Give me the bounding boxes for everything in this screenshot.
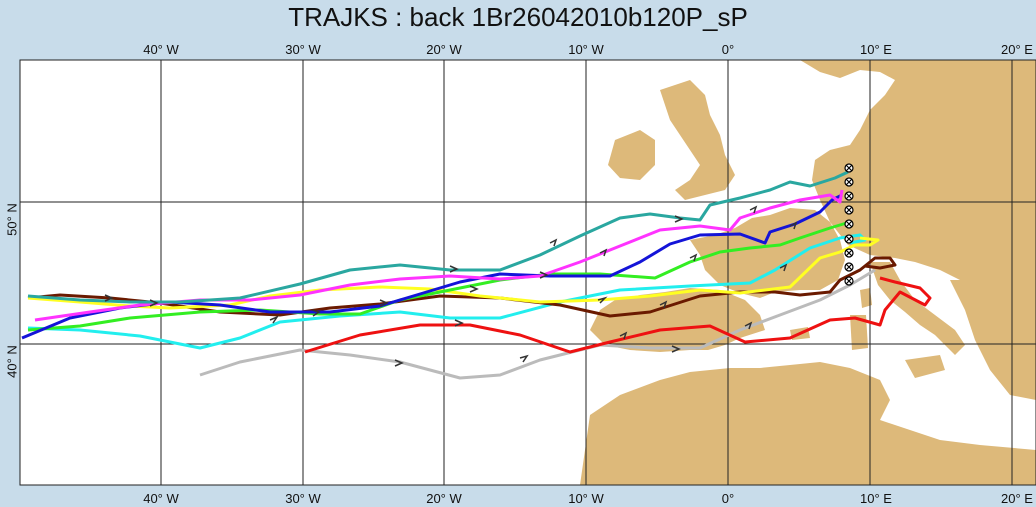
map-frame [19, 59, 1036, 486]
lon-label-bottom: 20° E [1001, 491, 1033, 506]
land-masses [580, 60, 1036, 485]
lon-label-top: 40° W [143, 42, 179, 57]
lon-label-top: 20° W [426, 42, 462, 57]
corsica [860, 288, 872, 308]
direction-arrows [104, 205, 798, 367]
start-point-marker [844, 177, 854, 187]
start-point-marker [844, 262, 854, 272]
lat-label: 40° N [4, 345, 20, 378]
map-title: TRAJKS : back 1Br26042010b120P_sP [288, 2, 748, 32]
ireland [608, 130, 655, 180]
italy [870, 262, 965, 355]
lon-label-top: 10° E [860, 42, 892, 57]
start-point-marker [844, 163, 854, 173]
lon-label-bottom: 20° W [426, 491, 462, 506]
trajectories [21, 170, 932, 380]
trajectory-blue [21, 193, 843, 340]
graticule [20, 60, 1036, 485]
trajectory-teal [27, 170, 849, 304]
lat-label: 50° N [4, 203, 20, 236]
lon-label-top: 20° E [1001, 42, 1033, 57]
lon-label-bottom: 0° [721, 491, 735, 506]
great-britain [660, 80, 735, 200]
lon-label-top: 10° W [568, 42, 604, 57]
balkans [950, 280, 1036, 400]
trajectory-yellow [27, 236, 880, 310]
start-point-marker [844, 248, 854, 258]
start-point-marker [844, 276, 854, 286]
north-africa [580, 362, 1036, 485]
start-point-marker [844, 205, 854, 215]
sicily [905, 355, 945, 378]
lon-label-bottom: 30° W [285, 491, 321, 506]
lon-label-top: 0° [721, 42, 735, 57]
central-europe [800, 60, 1036, 290]
trajectory-red [304, 276, 932, 354]
lon-label-top: 30° W [285, 42, 321, 57]
start-point-marker [844, 191, 854, 201]
lon-label-bottom: 40° W [143, 491, 179, 506]
sardinia [850, 315, 868, 350]
lon-label-bottom: 10° E [860, 491, 892, 506]
start-point-marker [844, 234, 854, 244]
start-markers [844, 163, 854, 286]
start-point-marker [844, 219, 854, 229]
lon-label-bottom: 10° W [568, 491, 604, 506]
